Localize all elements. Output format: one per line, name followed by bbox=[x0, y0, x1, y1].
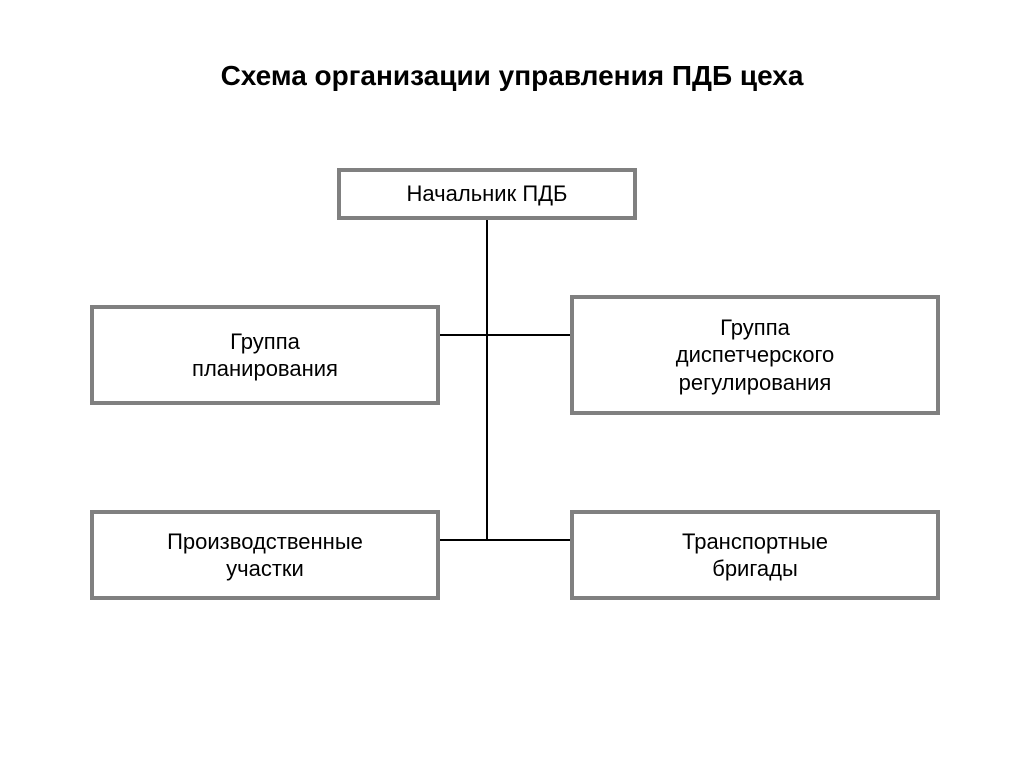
node-label: Производственныеучастки bbox=[167, 528, 363, 583]
node-label: Начальник ПДБ bbox=[407, 180, 568, 208]
node-n1: Группапланирования bbox=[90, 305, 440, 405]
node-n3: Производственныеучастки bbox=[90, 510, 440, 600]
node-n2: Группадиспетчерскогорегулирования bbox=[570, 295, 940, 415]
node-label: Группапланирования bbox=[192, 328, 338, 383]
node-label: Транспортныебригады bbox=[682, 528, 828, 583]
node-root: Начальник ПДБ bbox=[337, 168, 637, 220]
diagram-title: Схема организации управления ПДБ цеха bbox=[0, 60, 1024, 92]
node-n4: Транспортныебригады bbox=[570, 510, 940, 600]
node-label: Группадиспетчерскогорегулирования bbox=[676, 314, 834, 397]
